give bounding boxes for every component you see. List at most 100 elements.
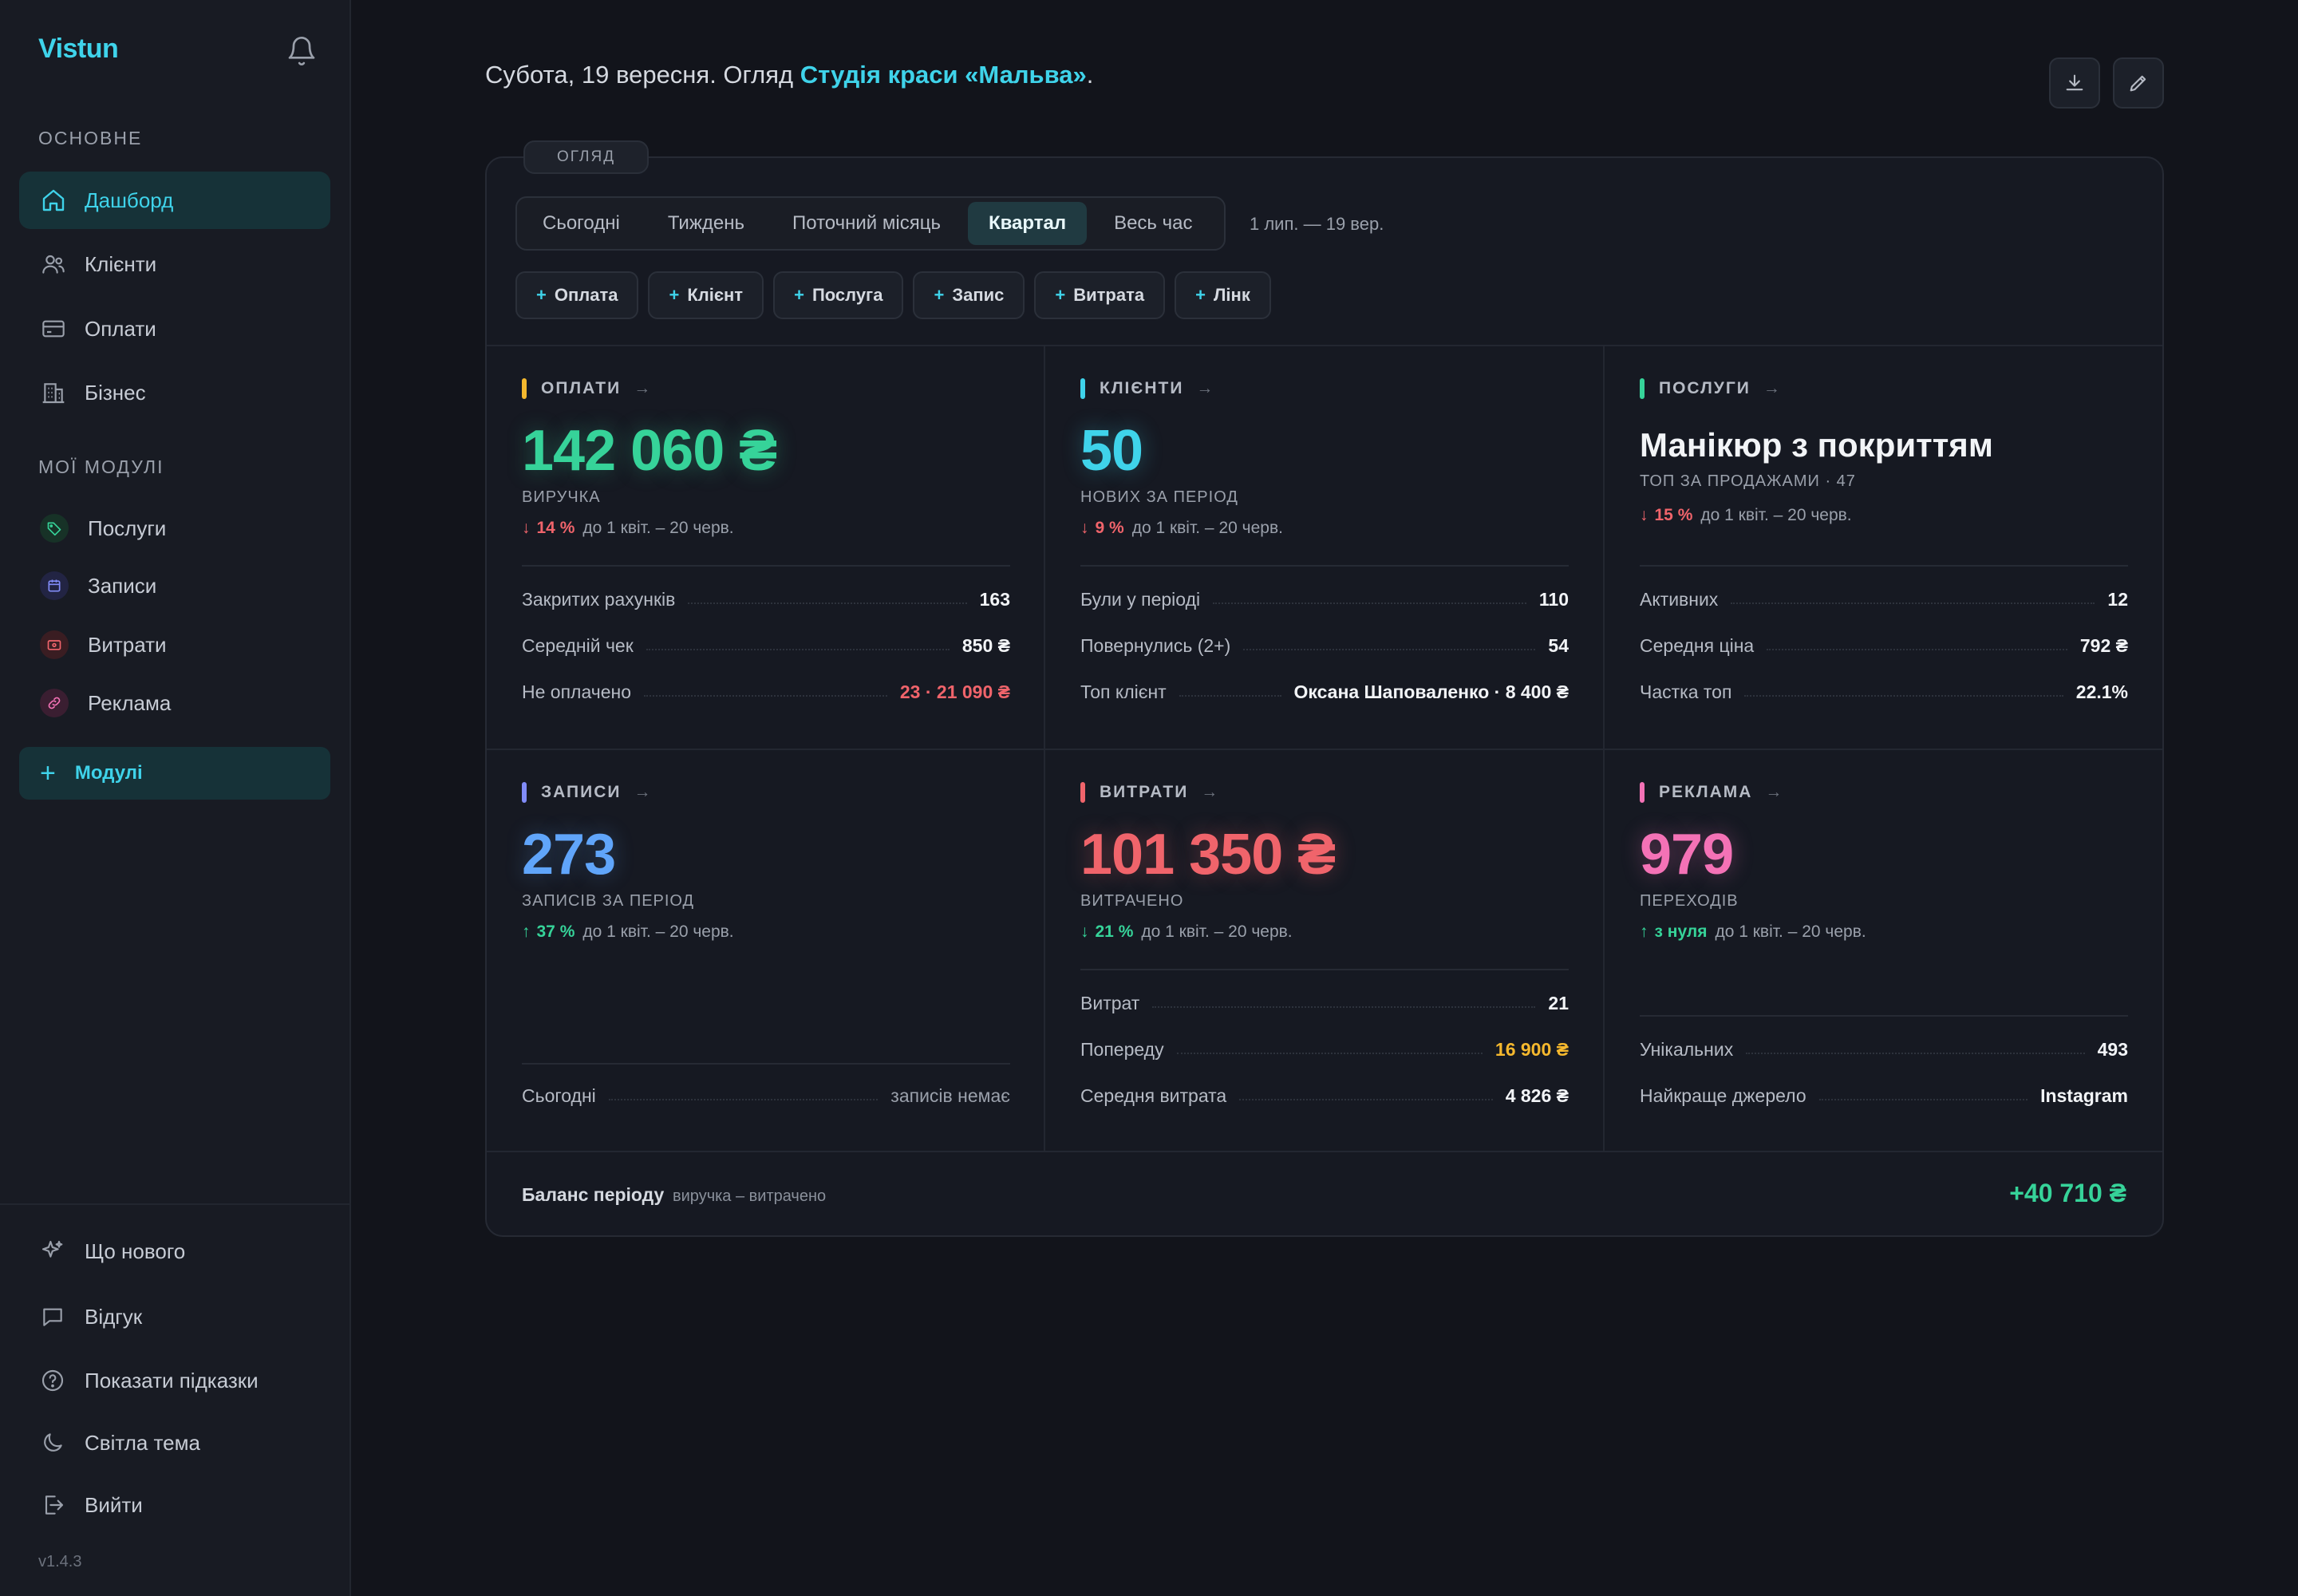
add-record-button[interactable]: + Запис xyxy=(913,271,1025,319)
plus-icon: + xyxy=(1195,285,1206,305)
plus-icon: + xyxy=(794,285,804,305)
payments-card-header[interactable]: ОПЛАТИ → xyxy=(522,378,652,399)
greeting-suffix: . xyxy=(1086,61,1094,89)
expenses-card: ВИТРАТИ → 101 350 ₴ ВИТРАЧЕНО ↓ 21 % до 1 к… xyxy=(1045,750,1604,1154)
tab-current-month[interactable]: Поточний місяць xyxy=(792,212,941,234)
card-subtitle: ЗАПИСІВ ЗА ПЕРІОД xyxy=(522,892,695,910)
sidebar-item-services[interactable]: Послуги xyxy=(19,500,330,557)
bottom-item-label: Світла тема xyxy=(85,1430,200,1455)
ads-card: РЕКЛАМА → 979 ПЕРЕХОДІВ ↑ з нуля до 1 квіт.… xyxy=(1605,750,2163,1154)
balance-note: виручка – витрачено xyxy=(673,1187,827,1205)
date-range: 1 лип. — 19 вер. xyxy=(1250,214,1384,234)
sidebar-item-clients[interactable]: Клієнти xyxy=(19,235,330,293)
sidebar-item-business[interactable]: Бізнес xyxy=(19,364,330,421)
services-card-header[interactable]: ПОСЛУГИ → xyxy=(1640,378,1782,399)
stat-value: 4 826 ₴ xyxy=(1505,1085,1569,1106)
add-expense-button[interactable]: + Витрата xyxy=(1034,271,1166,319)
card-divider xyxy=(522,565,1010,567)
stat-label: Не оплачено xyxy=(522,681,632,702)
new-clients-value: 50 xyxy=(1080,419,1143,483)
delta-value: 9 % xyxy=(1095,519,1124,537)
quick-action-label: Оплата xyxy=(554,285,618,305)
stat-value: 792 ₴ xyxy=(2079,635,2128,656)
ads-card-header[interactable]: РЕКЛАМА → xyxy=(1640,782,1783,803)
add-service-button[interactable]: + Послуга xyxy=(773,271,904,319)
stat-label: Середня витрата xyxy=(1080,1085,1227,1106)
show-hints-link[interactable]: Показати підказки xyxy=(40,1368,259,1393)
card-title: ЗАПИСИ xyxy=(541,783,622,801)
delta-value: 21 % xyxy=(1095,922,1134,941)
feedback-link[interactable]: Відгук xyxy=(40,1304,142,1329)
bell-icon[interactable] xyxy=(286,35,318,67)
arrow-up-icon: ↑ xyxy=(1640,922,1648,941)
stat-label: Витрат xyxy=(1080,993,1140,1013)
app-logo[interactable]: Vistun xyxy=(38,34,119,64)
sidebar-item-payments[interactable]: Оплати xyxy=(19,300,330,358)
plus-icon: + xyxy=(536,285,547,305)
records-card-header[interactable]: ЗАПИСИ → xyxy=(522,782,653,803)
services-card: ПОСЛУГИ → Манікюр з покриттям ТОП ЗА ПРОД… xyxy=(1605,346,2163,750)
stat-row[interactable]: Попереду 16 900 ₴ xyxy=(1080,1039,1569,1061)
stat-row[interactable]: Топ клієнт Оксана Шаповаленко · 8 400 ₴ xyxy=(1080,681,1569,703)
card-subtitle: ТОП ЗА ПРОДАЖАМИ · 47 xyxy=(1640,472,1856,490)
delta-note: до 1 квіт. – 20 черв. xyxy=(582,922,734,941)
expenses-card-header[interactable]: ВИТРАТИ → xyxy=(1080,782,1219,803)
arrow-down-icon: ↓ xyxy=(1080,519,1089,537)
card-divider xyxy=(1080,969,1569,970)
stat-row: Середня витрата 4 826 ₴ xyxy=(1080,1085,1569,1107)
tab-all-time[interactable]: Весь час xyxy=(1114,212,1193,234)
clicks-value: 979 xyxy=(1640,823,1734,887)
card-subtitle: НОВИХ ЗА ПЕРІОД xyxy=(1080,488,1238,506)
accent-bar xyxy=(1640,782,1645,803)
add-modules-button[interactable]: + Модулі xyxy=(19,747,330,800)
stat-label: Сьогодні xyxy=(522,1085,596,1106)
delta-note: до 1 квіт. – 20 черв. xyxy=(1141,922,1293,941)
quick-action-label: Послуга xyxy=(811,285,883,305)
top-client-value[interactable]: Оксана Шаповаленко · 8 400 ₴ xyxy=(1293,681,1569,702)
arrow-right-icon: → xyxy=(1201,783,1220,801)
pencil-icon xyxy=(2127,72,2150,94)
sidebar-item-expenses[interactable]: Витрати xyxy=(19,616,330,674)
sparkles-icon xyxy=(40,1238,65,1264)
arrow-right-icon: → xyxy=(634,783,653,801)
accent-bar xyxy=(1640,378,1645,399)
edit-button[interactable] xyxy=(2113,57,2164,109)
calendar-icon xyxy=(40,571,69,600)
download-button[interactable] xyxy=(2049,57,2100,109)
delta-note: до 1 квіт. – 20 черв. xyxy=(1700,506,1852,524)
quick-action-label: Клієнт xyxy=(687,285,744,305)
delta-note: до 1 квіт. – 20 черв. xyxy=(582,519,734,537)
bottom-item-label: Показати підказки xyxy=(85,1368,259,1393)
quick-action-label: Витрата xyxy=(1073,285,1145,305)
delta-badge: ↑ з нуля до 1 квіт. – 20 черв. xyxy=(1640,922,1866,942)
sidebar-item-ads[interactable]: Реклама xyxy=(19,674,330,732)
tab-quarter[interactable]: Квартал xyxy=(967,202,1088,245)
tab-week[interactable]: Тиждень xyxy=(667,212,745,234)
expenses-value: 101 350 ₴ xyxy=(1080,823,1336,887)
add-client-button[interactable]: + Клієнт xyxy=(648,271,764,319)
light-theme-toggle[interactable]: Світла тема xyxy=(40,1430,200,1456)
card-title: ОПЛАТИ xyxy=(541,379,622,397)
clients-card-header[interactable]: КЛІЄНТИ → xyxy=(1080,378,1214,399)
payments-card: ОПЛАТИ → 142 060 ₴ ВИРУЧКА ↓ 14 % до 1 квіт… xyxy=(487,346,1045,750)
stat-label: Активних xyxy=(1640,589,1719,610)
studio-name-link[interactable]: Студія краси «Мальва» xyxy=(800,61,1087,89)
card-title: ПОСЛУГИ xyxy=(1659,379,1751,397)
stat-value: 12 xyxy=(2107,589,2128,610)
whats-new-link[interactable]: Що нового xyxy=(40,1238,185,1264)
sidebar-item-records[interactable]: Записи xyxy=(19,557,330,614)
stat-label: Частка топ xyxy=(1640,681,1732,702)
quick-actions: + Оплата + Клієнт + Послуга + Запис + Витрата… xyxy=(515,271,1281,319)
tab-today[interactable]: Сьогодні xyxy=(543,212,620,234)
arrow-right-icon: → xyxy=(634,379,653,397)
add-link-button[interactable]: + Лінк xyxy=(1175,271,1271,319)
logout-link[interactable]: Вийти xyxy=(40,1492,143,1518)
delta-badge: ↓ 9 % до 1 квіт. – 20 черв. xyxy=(1080,519,1283,538)
stat-row[interactable]: Не оплачено 23 · 21 090 ₴ xyxy=(522,681,1010,703)
stat-row: Повернулись (2+) 54 xyxy=(1080,635,1569,657)
grid-divider xyxy=(1603,345,1605,1151)
balance-value: +40 710 ₴ xyxy=(2009,1179,2126,1207)
card-subtitle: ВИРУЧКА xyxy=(522,488,601,506)
add-payment-button[interactable]: + Оплата xyxy=(515,271,639,319)
sidebar-item-dashboard[interactable]: Дашборд xyxy=(19,172,330,229)
